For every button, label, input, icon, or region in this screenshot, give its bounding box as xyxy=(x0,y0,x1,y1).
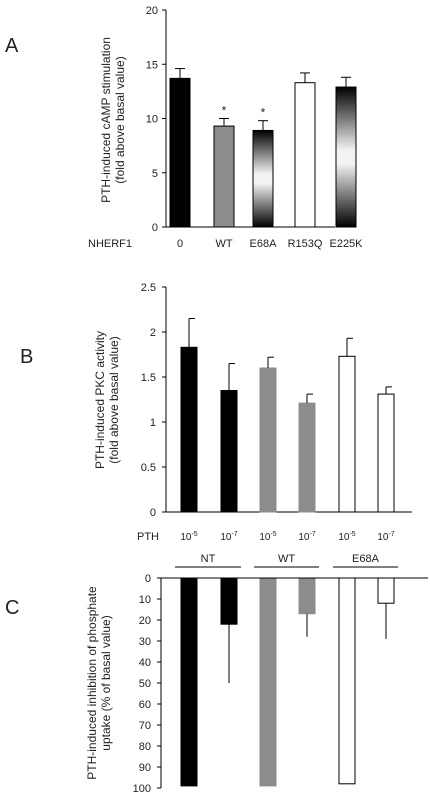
x-tick-exponent: -5 xyxy=(349,531,355,538)
y-tick-label: 1.5 xyxy=(141,372,156,384)
row-label: PTH xyxy=(137,531,159,543)
bar xyxy=(294,82,316,228)
bar xyxy=(169,77,191,228)
chart-panel-a: 0 5 10 15 20 PTH-induced cAMP stimulation(fol… xyxy=(88,5,363,250)
bar xyxy=(220,577,238,625)
y-tick-label: 15 xyxy=(146,59,158,71)
y-tick-label: 50 xyxy=(139,678,151,690)
bar xyxy=(213,125,235,228)
x-tick-label: E68A xyxy=(250,238,278,250)
x-tick-label: 10-5 xyxy=(180,531,197,543)
y-tick-label: 40 xyxy=(139,657,151,669)
bar xyxy=(377,577,395,604)
y-tick-label: 0 xyxy=(152,222,158,234)
y-axis-label: PTH-induced cAMP stimulation(fold above … xyxy=(99,37,127,203)
panel-letter-b: B xyxy=(20,346,33,368)
x-tick-base: 10 xyxy=(220,532,232,543)
y-axis-label-line: PTH-induced inhibition of phosphate xyxy=(85,586,99,780)
y-tick-label: 20 xyxy=(139,615,151,627)
y-tick-label: 20 xyxy=(146,5,158,17)
y-tick-label: 0 xyxy=(145,573,151,585)
x-tick-base: 10 xyxy=(298,532,310,543)
y-axis-label: PTH-induced PKC activity(fold above basa… xyxy=(93,331,121,469)
bar xyxy=(338,355,356,513)
x-tick-base: 10 xyxy=(259,532,271,543)
significance-star: * xyxy=(222,104,227,118)
x-tick-label: WT xyxy=(215,238,232,250)
y-tick-label: 70 xyxy=(139,720,151,732)
x-tick-base: 10 xyxy=(377,532,389,543)
x-tick-base: 10 xyxy=(338,532,350,543)
y-axis-label-line: PTH-induced PKC activity xyxy=(93,331,107,469)
bar xyxy=(259,367,277,513)
y-tick-label: 10 xyxy=(146,114,158,126)
bar xyxy=(180,346,198,513)
group-label: NT xyxy=(201,553,216,565)
bar xyxy=(298,402,316,513)
bar xyxy=(180,577,198,787)
y-tick-label: 90 xyxy=(139,762,151,774)
chart-panel-b: 0 0.5 1 1.5 2 2.5 PTH-induced PKC activity(fol… xyxy=(93,282,412,568)
x-tick-exponent: -7 xyxy=(388,531,394,538)
x-tick-exponent: -7 xyxy=(231,531,237,538)
panel-letter-c: C xyxy=(5,597,19,619)
x-tick-label: E225K xyxy=(329,238,363,250)
bar xyxy=(377,393,395,513)
group-label: WT xyxy=(278,553,295,565)
x-tick-label: 10-5 xyxy=(259,531,276,543)
x-tick-label: 0 xyxy=(177,238,183,250)
y-axis-label-line: (fold above basal value) xyxy=(107,336,121,463)
y-tick-label: 2.5 xyxy=(141,282,156,294)
y-axis-label-line: PTH-induced cAMP stimulation xyxy=(99,37,113,203)
x-tick-exponent: -5 xyxy=(270,531,276,538)
bar xyxy=(338,577,356,785)
y-tick-label: 30 xyxy=(139,636,151,648)
panel-letter-a: A xyxy=(5,35,19,57)
chart-panel-c: 0 10 20 30 40 50 60 70 80 90 100 PTH-induced inhibi… xyxy=(85,573,428,795)
y-axis-label: PTH-induced inhibition of phosphateuptak… xyxy=(85,586,113,780)
x-tick-label: 10-7 xyxy=(377,531,394,543)
bar xyxy=(252,129,274,228)
x-tick-label: 10-7 xyxy=(220,531,237,543)
x-tick-exponent: -5 xyxy=(191,531,197,538)
y-tick-label: 2 xyxy=(150,327,156,339)
x-tick-exponent: -7 xyxy=(309,531,315,538)
y-tick-label: 1 xyxy=(150,417,156,429)
row-label: NHERF1 xyxy=(88,238,132,250)
y-tick-label: 5 xyxy=(152,168,158,180)
bar xyxy=(259,577,277,787)
bar xyxy=(220,390,238,513)
x-tick-base: 10 xyxy=(180,532,192,543)
bar xyxy=(298,577,316,615)
y-tick-label: 0.5 xyxy=(141,462,156,474)
y-tick-label: 0 xyxy=(150,507,156,519)
y-axis-label-line: (fold above basal value) xyxy=(113,56,127,183)
x-tick-label: 10-7 xyxy=(298,531,315,543)
bar xyxy=(335,86,357,228)
y-axis-label-line: uptake (% of basal value) xyxy=(99,615,113,750)
y-tick-label: 60 xyxy=(139,699,151,711)
x-tick-label: R153Q xyxy=(288,238,323,250)
y-tick-label: 80 xyxy=(139,741,151,753)
significance-star: * xyxy=(261,106,266,120)
y-tick-label: 100 xyxy=(133,783,151,795)
y-tick-label: 10 xyxy=(139,594,151,606)
x-tick-label: 10-5 xyxy=(338,531,355,543)
group-label: E68A xyxy=(352,553,380,565)
